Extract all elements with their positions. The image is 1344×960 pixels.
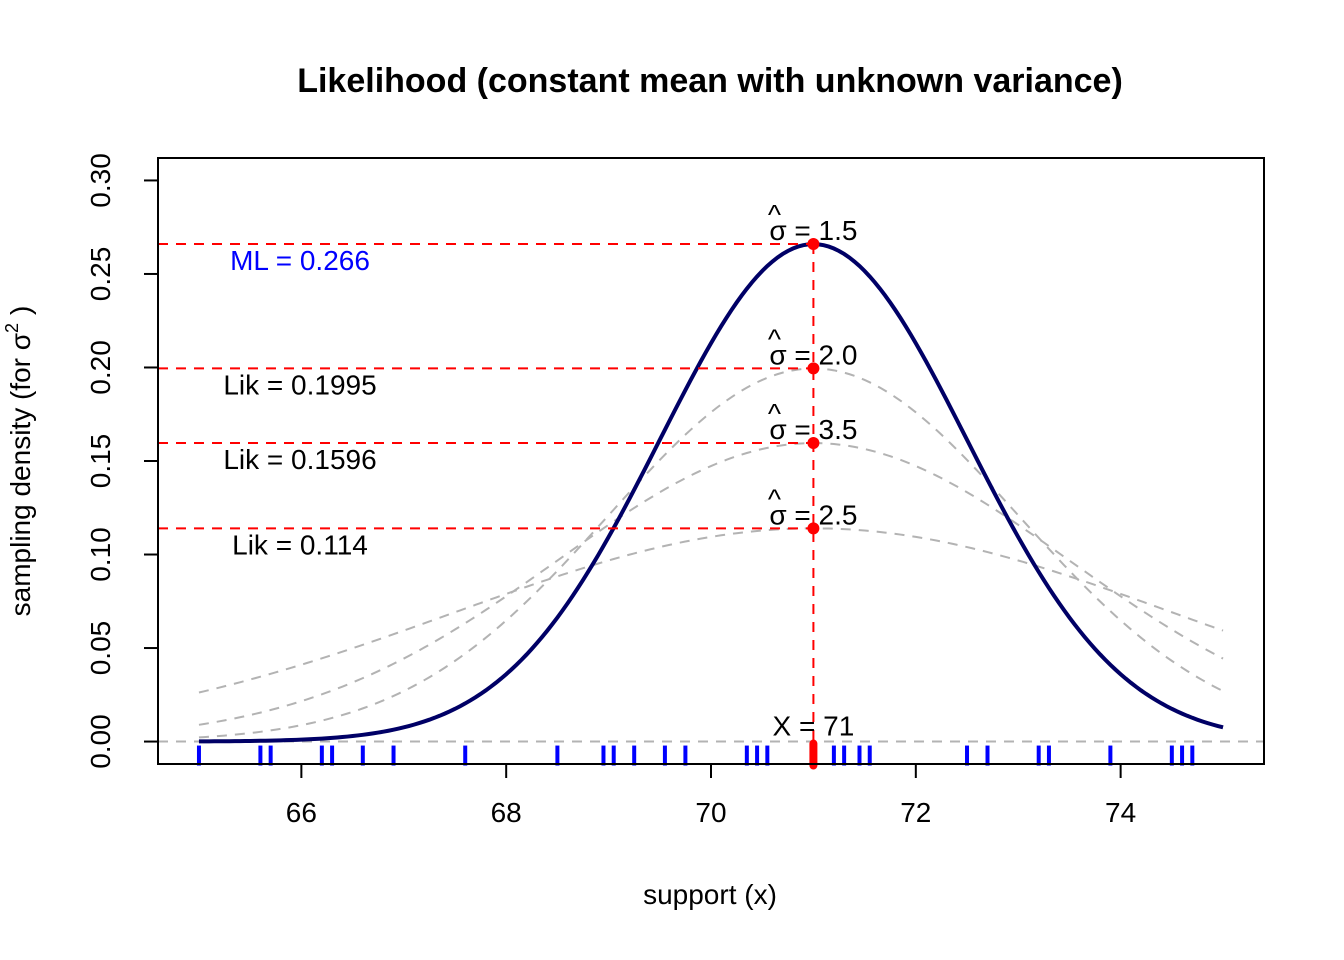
chart-title: Likelihood (constant mean with unknown v…: [297, 62, 1123, 100]
y-axis-label: sampling density (for σ2): [2, 306, 36, 617]
sigma-hat-2: ^: [768, 398, 781, 429]
likelihood-value-label-3: Lik = 0.114: [232, 529, 368, 560]
sigma-label-2: σ = 3.5: [769, 414, 857, 445]
y-axis: 0.00 0.05 0.10 0.15 0.20 0.25 0.30: [85, 153, 159, 769]
likelihood-value-label-2: Lik = 0.1596: [223, 444, 376, 475]
x-axis-label: support (x): [643, 879, 777, 910]
x-tick-label-0: 66: [286, 797, 317, 828]
likelihood-value-label-0: ML = 0.266: [230, 245, 370, 276]
x-tick-label-2: 70: [695, 797, 726, 828]
likelihood-point-3: [807, 522, 820, 535]
y-tick-label-6: 0.30: [85, 153, 116, 208]
x-axis: 66 68 70 72 74: [286, 763, 1136, 828]
y-tick-label-2: 0.10: [85, 527, 116, 582]
likelihood-value-label-1: Lik = 0.1995: [223, 369, 376, 400]
y-axis-label-close: ): [5, 306, 36, 315]
sigma-hat-3: ^: [768, 483, 781, 514]
likelihood-point-2: [807, 437, 820, 450]
y-tick-label-4: 0.20: [85, 340, 116, 395]
y-tick-label-0: 0.00: [85, 714, 116, 769]
density-curve-sigma-3-5: [198, 527, 1224, 694]
likelihood-point-1: [807, 362, 820, 375]
sigma-label-0: σ = 1.5: [769, 215, 857, 246]
density-curve-sigma-2-5: [198, 442, 1224, 726]
y-tick-label-1: 0.05: [85, 621, 116, 676]
x-tick-label-1: 68: [491, 797, 522, 828]
y-axis-label-superscript: 2: [2, 323, 22, 333]
x-tick-label-4: 74: [1105, 797, 1136, 828]
y-axis-label-main: sampling density (for σ: [5, 333, 36, 616]
density-curve-sigma-1-5: [198, 242, 1224, 744]
sigma-label-3: σ = 2.5: [769, 499, 857, 530]
sigma-hat-0: ^: [768, 199, 781, 230]
likelihood-point-0: [807, 238, 820, 251]
x-tick-label-3: 72: [900, 797, 931, 828]
sigma-label-1: σ = 2.0: [769, 339, 857, 370]
density-curve-sigma-2: [198, 367, 1224, 739]
y-tick-label-5: 0.25: [85, 247, 116, 302]
y-tick-label-3: 0.15: [85, 434, 116, 489]
x-marker-label: X = 71: [773, 711, 855, 742]
sigma-hat-1: ^: [768, 323, 781, 354]
